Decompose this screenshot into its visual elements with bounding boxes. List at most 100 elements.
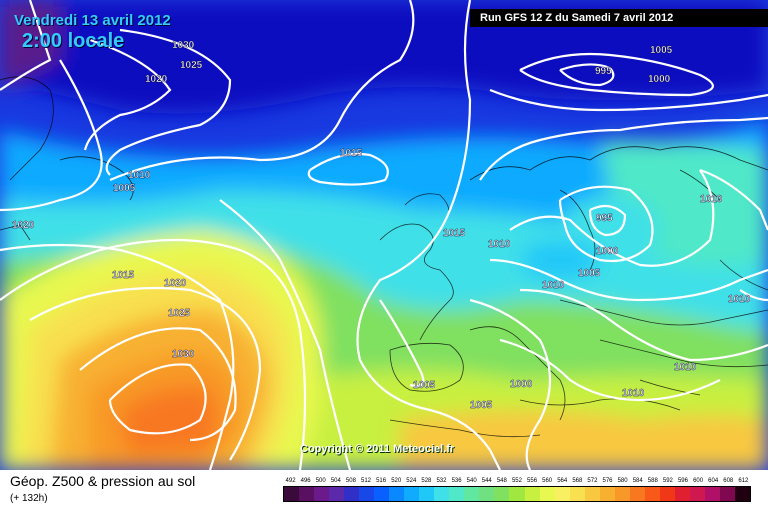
legend-tick-label: 496 [300, 478, 311, 484]
isobar-label: 1015 [443, 228, 466, 239]
legend-tick-label: 532 [436, 478, 447, 484]
legend-swatch [449, 487, 465, 501]
isobar-label: 995 [595, 66, 612, 77]
isobar-label: 1015 [340, 148, 363, 159]
legend-tick-label: 612 [738, 478, 749, 484]
forecast-local-time: 2:00 locale [22, 30, 125, 52]
legend-swatch [404, 487, 420, 501]
legend-swatch [314, 487, 330, 501]
legend-tick-label: 596 [677, 478, 688, 484]
legend-tick-label: 508 [345, 478, 356, 484]
isobar-label: 1005 [413, 380, 436, 391]
legend-tick-label: 500 [315, 478, 326, 484]
isobar-label: 1005 [578, 268, 601, 279]
legend-swatch [374, 487, 390, 501]
isobar-labels: 1030 1025 1020 1010 1005 1015 995 1005 1… [12, 40, 751, 411]
legend-bar: Géop. Z500 & pression au sol (+ 132h) 49… [0, 470, 768, 512]
legend-swatches [283, 486, 751, 502]
legend-tick-label: 580 [617, 478, 628, 484]
legend-swatch [569, 487, 585, 501]
isobar-label: 1010 [700, 194, 723, 205]
forecast-horizon: (+ 132h) [10, 493, 48, 504]
isobar-label: 1005 [650, 45, 673, 56]
legend-swatch [434, 487, 450, 501]
legend-tick-label: 504 [330, 478, 341, 484]
isobar-label: 1000 [510, 379, 533, 390]
isobar-label: 1000 [648, 74, 671, 85]
color-scale-legend: 492 496 500 504 508 512 516 520 524 528 532 536 540 5… [283, 476, 751, 508]
legend-tick-label: 608 [723, 478, 734, 484]
legend-swatch [329, 487, 345, 501]
legend-swatch [284, 487, 300, 501]
legend-swatch [344, 487, 360, 501]
legend-swatch [674, 487, 690, 501]
isobar-label: 1015 [112, 270, 135, 281]
legend-swatch [614, 487, 630, 501]
legend-tick-label: 528 [421, 478, 432, 484]
legend-swatch [644, 487, 660, 501]
legend-tick-label: 572 [587, 478, 598, 484]
isobar-label: 1000 [596, 246, 619, 257]
isobar-label: 1005 [470, 400, 493, 411]
legend-tick-label: 560 [542, 478, 553, 484]
legend-tick-label: 564 [557, 478, 568, 484]
isobar-label: 995 [596, 213, 613, 224]
legend-tick-label: 568 [572, 478, 583, 484]
copyright-notice: Copyright © 2011 Meteociel.fr [300, 443, 455, 455]
legend-ticks: 492 496 500 504 508 512 516 520 524 528 532 536 540 5… [283, 476, 751, 486]
legend-swatch [359, 487, 375, 501]
legend-tick-label: 536 [451, 478, 462, 484]
legend-tick-label: 588 [647, 478, 658, 484]
legend-tick-label: 604 [708, 478, 719, 484]
isobar-label: 1030 [172, 349, 195, 360]
legend-tick-label: 524 [406, 478, 417, 484]
legend-swatch [509, 487, 525, 501]
legend-swatch [599, 487, 615, 501]
legend-tick-label: 592 [662, 478, 673, 484]
isobar-label: 1005 [113, 183, 136, 194]
legend-tick-label: 516 [376, 478, 387, 484]
run-info-banner: Run GFS 12 Z du Samedi 7 avril 2012 [470, 9, 768, 27]
legend-tick-label: 600 [693, 478, 704, 484]
geopotential-map-svg: 1030 1025 1020 1010 1005 1015 995 1005 1… [0, 0, 768, 471]
legend-swatch [389, 487, 405, 501]
forecast-time: Vendredi 13 avril 2012 2:00 locale [14, 12, 171, 53]
isobar-label: 1025 [168, 308, 191, 319]
isobar-label: 1010 [622, 388, 645, 399]
legend-tick-label: 556 [527, 478, 538, 484]
weather-map: 1030 1025 1020 1010 1005 1015 995 1005 1… [0, 0, 768, 471]
legend-swatch [719, 487, 735, 501]
map-title: Géop. Z500 & pression au sol [10, 473, 196, 489]
isobar-label: 1010 [674, 362, 697, 373]
legend-swatch [299, 487, 315, 501]
legend-tick-label: 576 [602, 478, 613, 484]
legend-swatch [689, 487, 705, 501]
legend-swatch [419, 487, 435, 501]
isobar-label: 1010 [728, 294, 751, 305]
legend-tick-label: 544 [481, 478, 492, 484]
forecast-date: Vendredi 13 avril 2012 [14, 12, 171, 29]
isobar-label: 1020 [145, 74, 168, 85]
legend-swatch [494, 487, 510, 501]
legend-swatch [464, 487, 480, 501]
legend-tick-label: 540 [466, 478, 477, 484]
legend-tick-label: 520 [391, 478, 402, 484]
legend-swatch [539, 487, 555, 501]
legend-tick-label: 552 [511, 478, 522, 484]
legend-swatch [584, 487, 600, 501]
legend-swatch [629, 487, 645, 501]
legend-tick-label: 584 [632, 478, 643, 484]
legend-swatch [704, 487, 720, 501]
isobar-label: 1010 [542, 280, 565, 291]
legend-swatch [524, 487, 540, 501]
isobar-label: 1010 [128, 170, 151, 181]
isobar-label: 1025 [180, 60, 203, 71]
legend-swatch [479, 487, 495, 501]
isobar-label: 1020 [12, 220, 35, 231]
isobar-label: 1010 [488, 239, 511, 250]
legend-tick-label: 548 [496, 478, 507, 484]
legend-swatch [554, 487, 570, 501]
legend-tick-label: 492 [285, 478, 296, 484]
isobars [0, 0, 768, 471]
legend-swatch [734, 487, 750, 501]
